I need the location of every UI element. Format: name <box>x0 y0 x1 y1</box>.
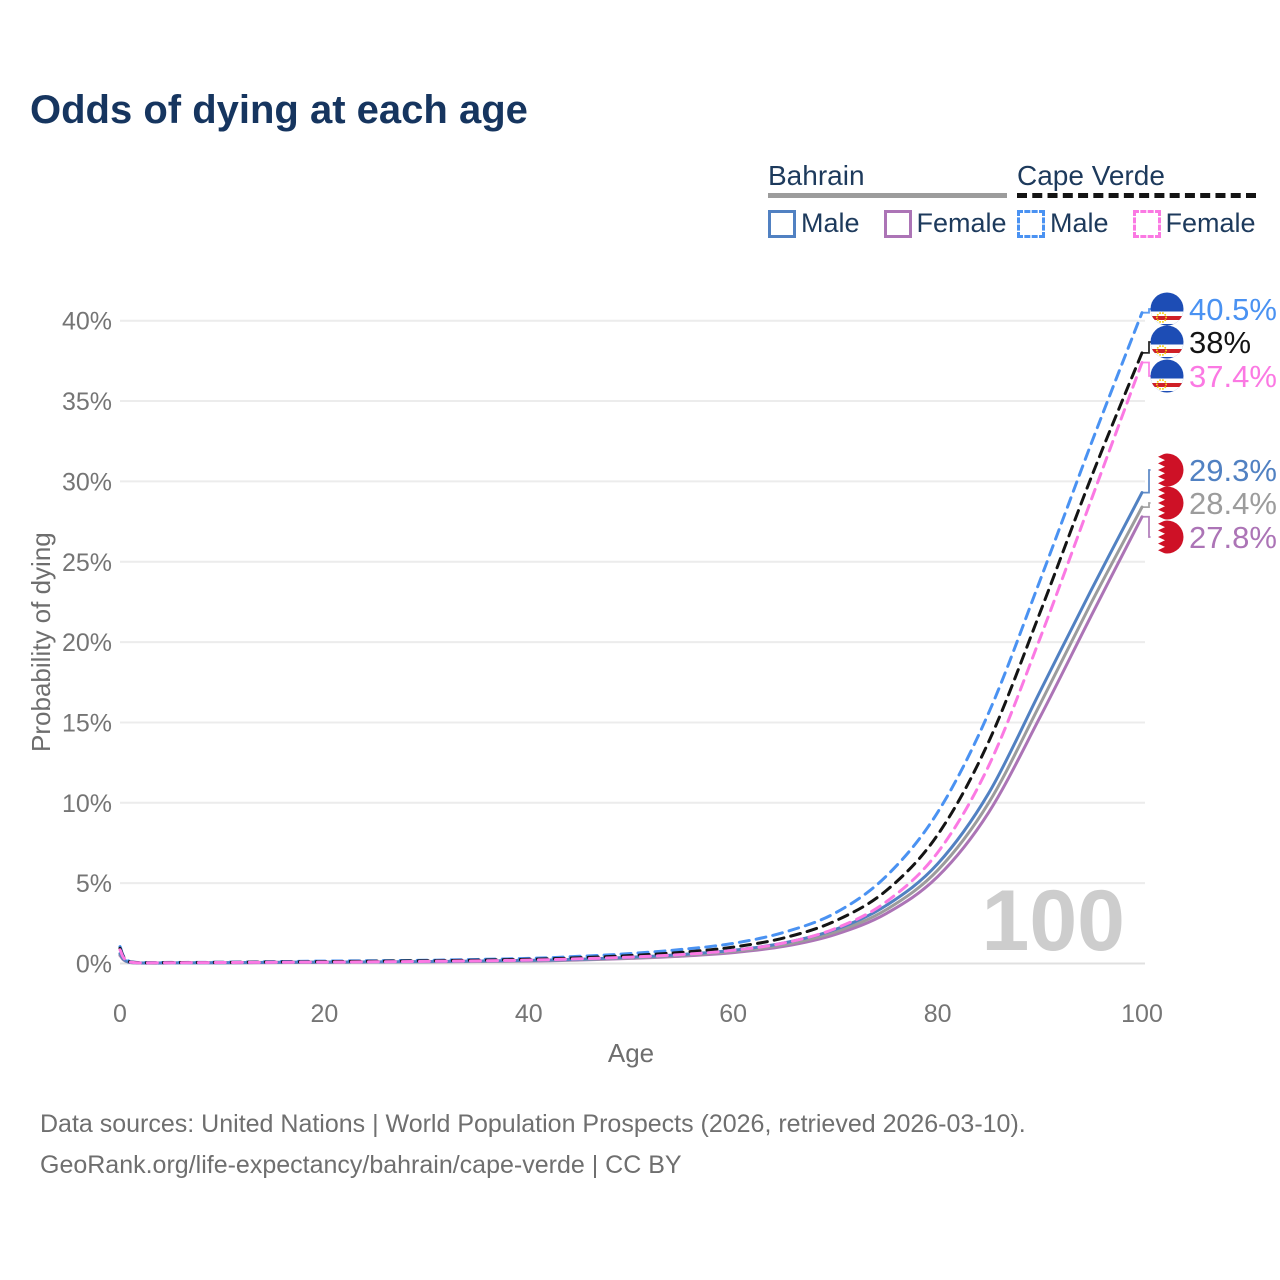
cape-verde-flag-icon <box>1150 325 1184 359</box>
end-value-label: 27.8% <box>1189 520 1277 555</box>
legend-group-cape-verde: Cape Verde Male Female <box>1017 162 1256 239</box>
x-axis-tick-label: 80 <box>924 1000 952 1028</box>
legend-group-bahrain: Bahrain Male Female <box>768 162 1007 239</box>
legend-group-title: Cape Verde <box>1017 160 1165 191</box>
y-axis-tick-label: 5% <box>76 870 112 898</box>
legend-item-bahrain-male: Male <box>768 208 860 239</box>
bahrain-flag-icon <box>1150 453 1184 487</box>
series-line-cape-verde-female <box>118 361 1144 965</box>
swatch-dashed-icon <box>1017 209 1045 238</box>
y-axis-tick-label: 10% <box>62 790 112 818</box>
legend-group-title: Bahrain <box>768 160 865 191</box>
legend-item-label: Male <box>1050 208 1109 238</box>
legend-item-bahrain-female: Female <box>883 208 1007 239</box>
source-line-1: Data sources: United Nations | World Pop… <box>40 1110 1026 1138</box>
end-value-label: 38% <box>1189 325 1251 360</box>
legend-item-label: Male <box>801 208 860 238</box>
y-axis-tick-label: 35% <box>62 388 112 416</box>
series-line-cape-verde-male <box>118 311 1144 965</box>
end-value-label: 28.4% <box>1189 486 1277 521</box>
bahrain-flag-icon <box>1150 520 1184 554</box>
end-value-label: 37.4% <box>1189 359 1277 394</box>
source-line-2: GeoRank.org/life-expectancy/bahrain/cape… <box>40 1151 682 1179</box>
y-axis-tick-label: 40% <box>62 308 112 336</box>
x-axis-tick-label: 0 <box>113 1000 127 1028</box>
y-axis-tick-label: 30% <box>62 468 112 496</box>
age-watermark: 100 <box>982 873 1126 969</box>
legend-underline-dashed <box>1017 193 1256 198</box>
y-axis-title: Probability of dying <box>26 532 56 752</box>
bahrain-flag-icon <box>1150 486 1184 520</box>
legend-item-label: Female <box>916 208 1007 238</box>
data-sources: Data sources: United Nations | World Pop… <box>40 1104 1026 1186</box>
y-axis-tick-label: 20% <box>62 629 112 657</box>
end-value-label: 29.3% <box>1189 453 1277 488</box>
x-axis-tick-label: 60 <box>719 1000 747 1028</box>
legend-underline-solid <box>768 193 1007 198</box>
x-axis-tick-label: 40 <box>515 1000 543 1028</box>
x-axis-tick-label: 100 <box>1121 1000 1163 1028</box>
swatch-solid-icon <box>883 209 912 238</box>
page-title: Odds of dying at each age <box>30 88 528 132</box>
legend-item-cape-verde-female: Female <box>1132 208 1256 239</box>
y-axis-tick-label: 0% <box>76 951 112 979</box>
x-axis-title: Age <box>608 1038 654 1068</box>
legend: Bahrain Male Female Cape Verde Male <box>0 162 1280 242</box>
swatch-dashed-icon <box>1132 209 1161 238</box>
swatch-solid-icon <box>768 209 796 238</box>
cape-verde-flag-icon <box>1150 292 1184 326</box>
x-axis-tick-label: 20 <box>310 1000 338 1028</box>
legend-item-label: Female <box>1165 208 1256 238</box>
y-axis-tick-label: 15% <box>62 709 112 737</box>
end-value-label: 40.5% <box>1189 292 1277 327</box>
legend-item-cape-verde-male: Male <box>1017 208 1109 239</box>
cape-verde-flag-icon <box>1150 359 1184 393</box>
y-axis-tick-label: 25% <box>62 549 112 577</box>
series-line-cape-verde-total <box>118 351 1144 965</box>
